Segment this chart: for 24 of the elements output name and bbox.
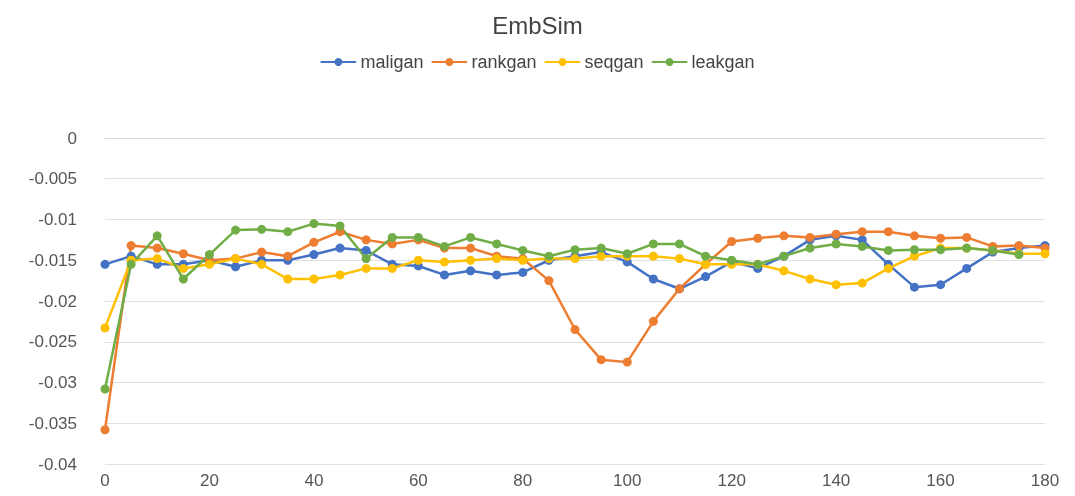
x-tick-label: 20	[199, 471, 219, 490]
y-tick-label: -0.035	[28, 413, 77, 433]
x-tick-label: 100	[613, 471, 642, 490]
x-tick-label: 160	[926, 471, 955, 490]
y-tick-label: -0.01	[38, 210, 77, 229]
y-tick-label: 0	[67, 128, 77, 148]
chart-title: EmbSim	[492, 11, 583, 39]
legend-label: leakgan	[691, 52, 755, 72]
x-tick-label: 180	[1030, 471, 1060, 490]
y-tick-label: -0.03	[38, 373, 77, 392]
y-tick-label: -0.02	[38, 291, 77, 311]
legend-label: rankgan	[471, 52, 537, 72]
y-tick-label: -0.025	[28, 332, 77, 352]
y-tick-label: -0.015	[28, 250, 77, 270]
x-tick-label: 60	[408, 471, 428, 490]
legend-label: seqgan	[584, 52, 644, 72]
x-tick-label: 80	[513, 471, 533, 490]
x-tick-label: 120	[717, 471, 746, 490]
y-tick-label: -0.005	[28, 169, 77, 189]
legend-label: maligan	[360, 52, 424, 72]
x-tick-label: 140	[821, 471, 851, 490]
x-tick-label: 40	[304, 471, 324, 490]
x-tick-label: 0	[100, 471, 110, 490]
y-tick-label: -0.04	[38, 454, 77, 474]
